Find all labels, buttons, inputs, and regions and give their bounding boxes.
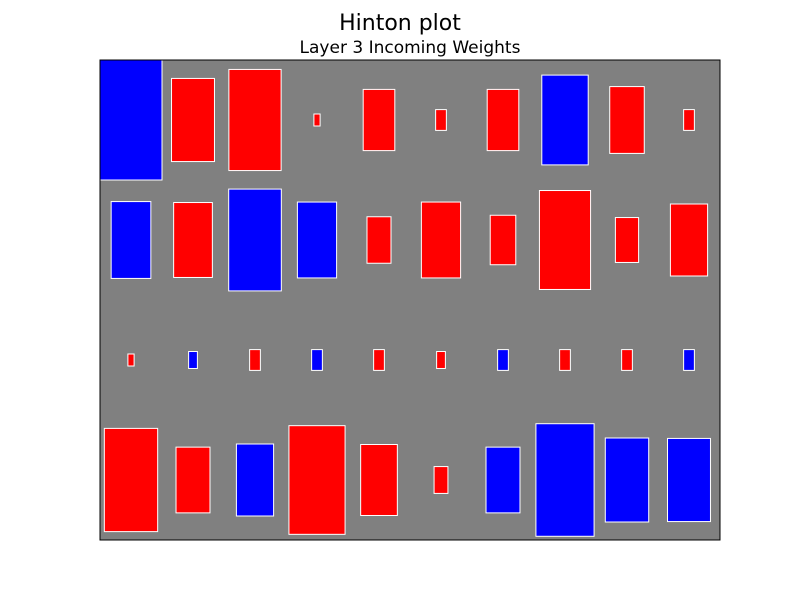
plot-frame <box>99 59 721 541</box>
hinton-cell-r1-c5 <box>420 201 462 279</box>
hinton-cell-r2-c9 <box>683 349 695 371</box>
hinton-cell-r3-c1 <box>175 446 211 514</box>
hinton-cell-r2-c3 <box>311 349 323 371</box>
hinton-cell-r0-c5 <box>435 109 447 131</box>
hinton-cell-r3-c3 <box>288 425 346 535</box>
hinton-cell-r0-c4 <box>362 88 396 152</box>
hinton-cell-r1-c7 <box>538 190 592 290</box>
hinton-cell-r3-c8 <box>604 437 650 523</box>
hinton-cells <box>99 59 711 537</box>
hinton-cell-r3-c9 <box>667 437 711 523</box>
hinton-cell-r1-c1 <box>173 202 213 278</box>
hinton-cell-r0-c7 <box>541 74 589 166</box>
hinton-cell-r3-c5 <box>433 466 449 494</box>
hinton-cell-r2-c6 <box>497 349 509 371</box>
hinton-cell-r0-c2 <box>228 68 282 172</box>
hinton-cell-r1-c4 <box>366 216 392 264</box>
hinton-cell-r3-c4 <box>360 444 398 516</box>
chart-subtitle: Layer 3 Incoming Weights <box>300 38 521 58</box>
hinton-cell-r1-c3 <box>296 201 338 279</box>
hinton-cell-r0-c1 <box>171 77 215 163</box>
hinton-cell-r0-c8 <box>609 86 645 154</box>
hinton-cell-r0-c3 <box>313 113 321 127</box>
hinton-cell-r1-c0 <box>110 201 152 279</box>
hinton-cell-r0-c6 <box>486 88 520 152</box>
hinton-cell-r1-c6 <box>489 214 517 266</box>
hinton-cell-r1-c2 <box>228 188 282 292</box>
hinton-cell-r2-c0 <box>127 353 135 367</box>
hinton-cell-r1-c8 <box>614 217 640 263</box>
hinton-cell-r2-c5 <box>436 351 446 369</box>
hinton-cell-r0-c0 <box>99 59 163 181</box>
hinton-cell-r2-c7 <box>559 349 571 371</box>
hinton-cell-r3-c2 <box>235 443 275 517</box>
hinton-cell-r3-c0 <box>103 427 159 533</box>
hinton-cell-r2-c8 <box>621 349 633 371</box>
hinton-cell-r2-c2 <box>249 349 261 371</box>
hinton-cell-r2-c1 <box>188 351 198 369</box>
hinton-cell-r0-c9 <box>683 109 695 131</box>
hinton-cell-r1-c9 <box>669 203 709 277</box>
chart-title: Hinton plot <box>339 11 461 36</box>
hinton-cell-r2-c4 <box>373 349 385 371</box>
hinton-cell-r3-c6 <box>485 446 521 514</box>
hinton-cell-r3-c7 <box>535 423 595 537</box>
